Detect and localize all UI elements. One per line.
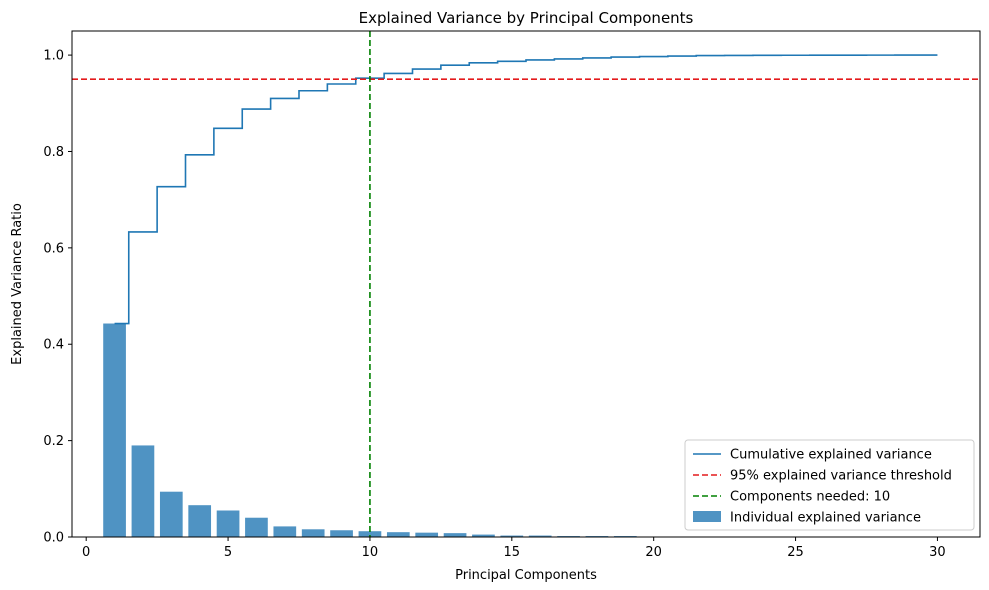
x-tick-label: 20 (645, 545, 662, 560)
y-tick-label: 0.0 (43, 531, 64, 546)
x-tick-label: 10 (362, 545, 379, 560)
x-axis: 0 5 10 15 20 25 30 (82, 537, 946, 560)
bar-group (103, 323, 949, 537)
bar-component-4 (188, 505, 212, 537)
bar-component-3 (159, 491, 183, 537)
bar-component-9 (330, 530, 353, 537)
x-tick-label: 30 (929, 545, 946, 560)
bar-component-7 (273, 526, 297, 537)
bar-component-15 (500, 535, 524, 537)
x-tick-label: 5 (224, 545, 232, 560)
plot-frame (71, 30, 981, 538)
x-tick-label: 25 (787, 545, 804, 560)
y-axis: 0.0 0.2 0.4 0.6 0.8 1.0 (43, 49, 72, 546)
legend: Cumulative explained variance 95% explain… (684, 439, 975, 531)
bar-component-13 (443, 533, 467, 537)
bar-component-2 (131, 445, 155, 537)
y-tick-label: 0.6 (43, 241, 64, 256)
y-tick-label: 0.2 (43, 434, 64, 449)
bar-component-6 (245, 517, 268, 537)
bar-component-12 (415, 532, 439, 537)
x-tick-label: 15 (504, 545, 521, 560)
bar-component-8 (301, 529, 325, 537)
legend-entry-label: 95% explained variance threshold (730, 469, 952, 484)
cumulative-variance-line (114, 54, 938, 325)
bar-component-5 (216, 510, 240, 537)
line-group (72, 31, 980, 537)
y-tick-label: 0.8 (43, 145, 64, 160)
legend-swatch-bar (693, 511, 721, 522)
x-tick-label: 0 (82, 545, 90, 560)
bar-component-11 (386, 532, 410, 537)
x-axis-label: Principal Components (455, 568, 597, 583)
bar-component-14 (472, 534, 495, 537)
chart-title: Explained Variance by Principal Componen… (359, 9, 694, 27)
y-tick-label: 0.4 (43, 338, 64, 353)
bar-component-1 (103, 323, 126, 537)
legend-entry-label: Cumulative explained variance (730, 448, 932, 463)
y-tick-label: 1.0 (43, 49, 64, 64)
legend-box (684, 439, 975, 531)
y-axis-label: Explained Variance Ratio (10, 203, 25, 365)
bar-component-16 (528, 535, 552, 537)
legend-entry-label: Individual explained variance (730, 511, 921, 526)
bar-component-10 (358, 531, 382, 537)
legend-entry-label: Components needed: 10 (730, 490, 890, 505)
